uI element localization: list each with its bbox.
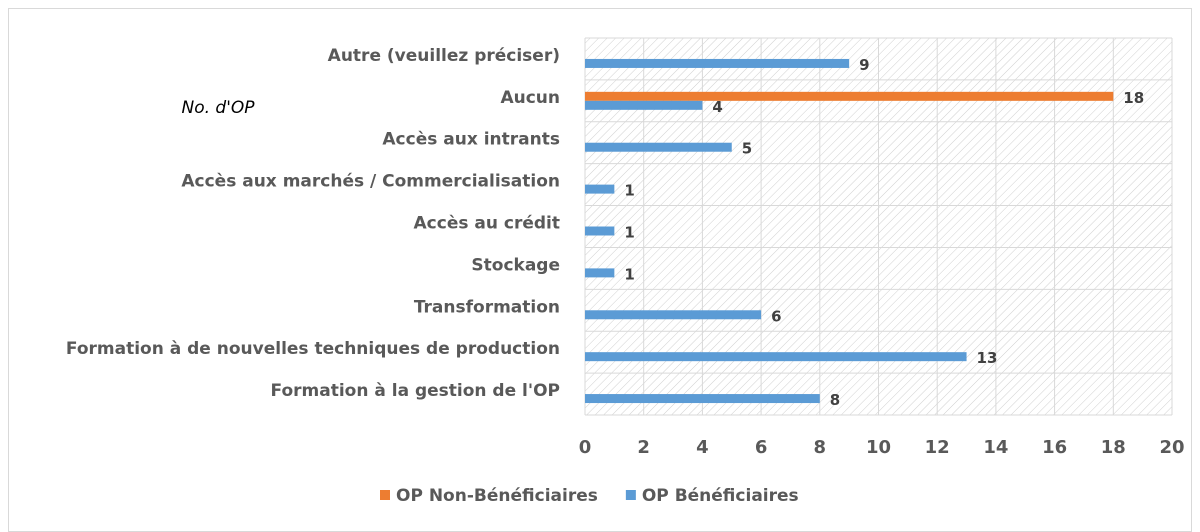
y-tick-label: Formation à la gestion de l'OP [271,381,560,401]
legend-swatch [380,490,390,500]
y-tick-label: Formation à de nouvelles techniques de p… [66,339,560,359]
bar [585,268,615,278]
bar [585,91,1114,101]
legend-label: OP Non-Bénéficiaires [396,486,598,506]
value-label: 8 [830,391,840,409]
y-tick-label: Accès aux marchés / Commercialisation [181,172,560,192]
x-tick-label: 20 [1159,437,1184,458]
y-tick-label: Aucun [500,88,560,108]
axis-label: No. d'OP [181,98,255,118]
bar [585,100,703,110]
y-tick-label: Accès au crédit [414,214,560,234]
bar [585,142,732,152]
bar [585,58,850,68]
value-label: 9 [859,56,869,74]
y-tick-label: Autre (veuillez préciser) [328,46,560,66]
x-tick-label: 18 [1101,437,1126,458]
value-label: 1 [624,224,634,242]
x-tick-label: 8 [814,437,827,458]
bar [585,352,967,362]
y-tick-label: Accès aux intrants [382,130,560,150]
value-label: 6 [771,307,781,325]
value-label: 4 [712,98,722,116]
bar [585,394,820,404]
x-tick-label: 14 [983,437,1008,458]
bar [585,184,615,194]
value-label: 18 [1123,89,1144,107]
bar [585,310,762,320]
legend-swatch [625,490,636,500]
y-tick-label: Transformation [414,297,560,317]
bar [585,226,615,236]
value-label: 13 [977,349,998,367]
x-tick-label: 2 [637,437,650,458]
value-label: 1 [624,182,634,200]
x-tick-label: 4 [696,437,709,458]
value-label: 5 [742,140,752,158]
legend-label: OP Bénéficiaires [642,486,799,506]
x-tick-label: 0 [579,437,592,458]
x-tick-label: 10 [866,437,891,458]
y-tick-label: Stockage [471,255,560,275]
x-tick-label: 6 [755,437,768,458]
value-label: 1 [624,265,634,283]
x-tick-label: 12 [925,437,950,458]
x-tick-label: 16 [1042,437,1067,458]
